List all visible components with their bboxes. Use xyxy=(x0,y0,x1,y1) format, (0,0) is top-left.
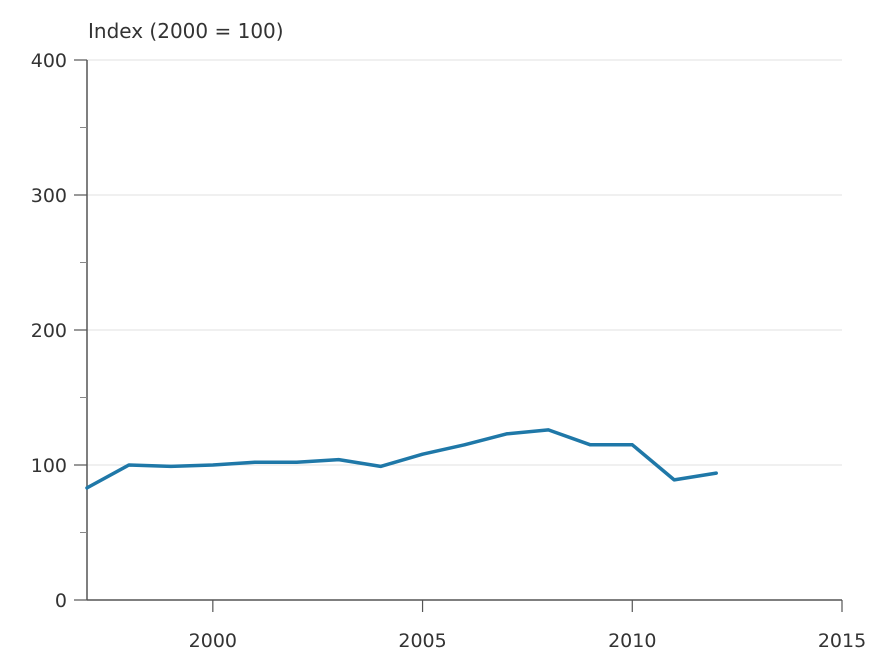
y-axis-ticks: 0 100 200 300 400 xyxy=(31,50,87,612)
gridlines xyxy=(87,59,842,466)
data-point-2007 xyxy=(504,432,508,436)
series-layer xyxy=(85,428,718,490)
data-point-2009 xyxy=(588,443,592,447)
y-tick-label-200: 200 xyxy=(31,320,67,342)
x-axis-ticks: 2000 2005 2010 2015 xyxy=(189,600,866,652)
y-tick-label-0: 0 xyxy=(55,590,67,612)
data-point-1997 xyxy=(85,486,89,490)
x-tick-label-2005: 2005 xyxy=(398,630,446,652)
data-point-2011 xyxy=(672,478,676,482)
data-point-1998 xyxy=(127,463,131,467)
y-axis-title: Index (2000 = 100) xyxy=(88,19,284,43)
data-point-2004 xyxy=(379,464,383,468)
x-tick-label-2015: 2015 xyxy=(818,630,866,652)
data-point-2005 xyxy=(421,452,425,456)
data-point-2010 xyxy=(630,443,634,447)
y-tick-label-300: 300 xyxy=(31,185,67,207)
series-line-0 xyxy=(85,428,718,490)
data-point-2012 xyxy=(714,471,718,475)
x-tick-label-2000: 2000 xyxy=(189,630,237,652)
data-point-2002 xyxy=(295,460,299,464)
data-point-1999 xyxy=(169,464,173,468)
y-tick-label-400: 400 xyxy=(31,50,67,72)
data-point-2000 xyxy=(211,463,215,467)
data-point-2006 xyxy=(463,443,466,447)
data-point-2001 xyxy=(253,460,257,464)
y-tick-label-100: 100 xyxy=(31,455,67,477)
x-tick-label-2010: 2010 xyxy=(608,630,656,652)
data-point-2008 xyxy=(546,428,550,432)
data-point-2003 xyxy=(337,458,341,462)
